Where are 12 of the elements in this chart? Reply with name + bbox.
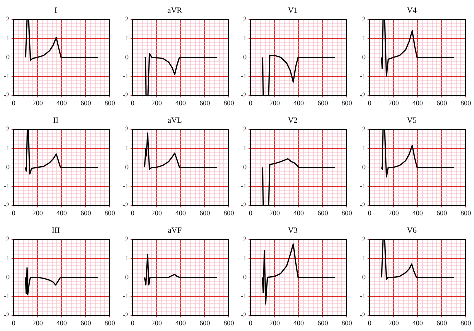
chart-title: V3 [288, 226, 298, 235]
chart-title: V5 [406, 116, 416, 125]
chart-title: aVF [168, 226, 182, 235]
chart-title: V6 [406, 226, 416, 235]
chart-title: aVL [167, 116, 182, 125]
chart-title: aVR [167, 6, 182, 15]
chart-title: I [54, 6, 58, 15]
chart-title: V1 [288, 6, 298, 15]
chart-title: II [53, 116, 59, 125]
chart-title: V4 [406, 6, 416, 15]
chart-title: V2 [288, 116, 298, 125]
chart-title: III [52, 226, 60, 235]
